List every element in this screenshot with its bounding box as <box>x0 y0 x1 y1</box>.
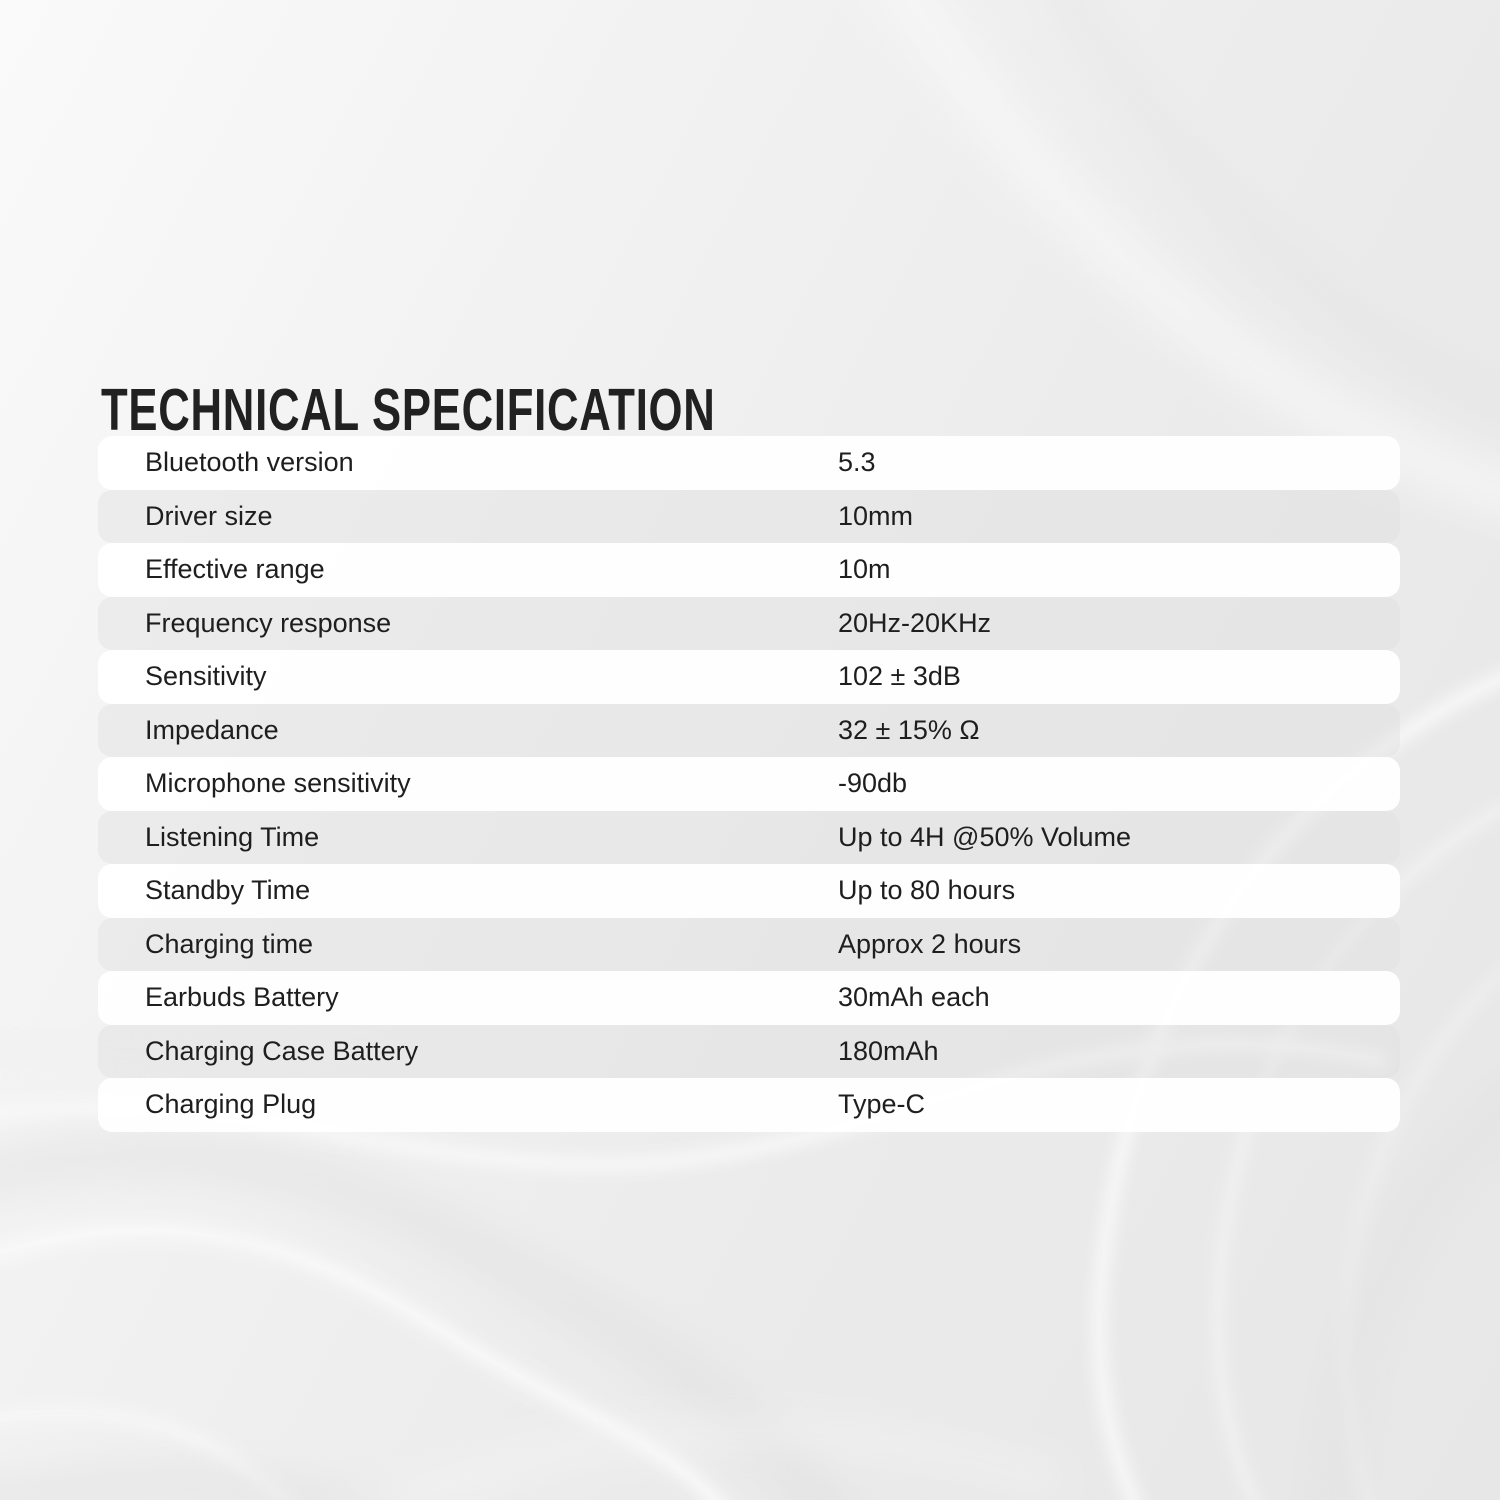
spec-label: Frequency response <box>145 607 392 638</box>
spec-label: Charging time <box>145 928 314 959</box>
spec-row: Driver size 10mm <box>98 489 1400 543</box>
spec-row: Impedance 32 ± 15% Ω <box>98 703 1400 757</box>
spec-label: Bluetooth version <box>145 447 354 478</box>
spec-label: Charging Case Battery <box>145 1035 419 1066</box>
spec-row: Effective range 10m <box>98 543 1400 597</box>
spec-label: Earbuds Battery <box>145 982 339 1013</box>
page-title: TECHNICAL SPECIFICATION <box>101 376 716 443</box>
spec-value: 180mAh <box>838 1035 939 1066</box>
spec-label: Sensitivity <box>145 661 267 692</box>
spec-row: Microphone sensitivity -90db <box>98 757 1400 811</box>
spec-value: -90db <box>838 768 908 799</box>
spec-label: Charging Plug <box>145 1089 317 1120</box>
spec-label: Standby Time <box>145 875 311 906</box>
spec-value: Up to 4H @50% Volume <box>838 821 1132 852</box>
spec-row: Charging time Approx 2 hours <box>98 917 1400 971</box>
spec-value: 30mAh each <box>838 982 990 1013</box>
spec-label: Microphone sensitivity <box>145 768 411 799</box>
spec-label: Effective range <box>145 554 325 585</box>
spec-value: 5.3 <box>838 447 876 478</box>
spec-row: Charging Case Battery 180mAh <box>98 1024 1400 1078</box>
spec-row: Earbuds Battery 30mAh each <box>98 971 1400 1025</box>
spec-row: Bluetooth version 5.3 <box>98 436 1400 490</box>
spec-label: Listening Time <box>145 821 320 852</box>
spec-value: 102 ± 3dB <box>838 661 961 692</box>
spec-label: Driver size <box>145 500 273 531</box>
spec-value: 20Hz-20KHz <box>838 607 992 638</box>
spec-value: Approx 2 hours <box>838 928 1022 959</box>
spec-row: Frequency response 20Hz-20KHz <box>98 596 1400 650</box>
spec-row: Listening Time Up to 4H @50% Volume <box>98 810 1400 864</box>
spec-row: Standby Time Up to 80 hours <box>98 864 1400 918</box>
spec-row: Sensitivity 102 ± 3dB <box>98 650 1400 704</box>
spec-value: 10m <box>838 554 891 585</box>
spec-value: Type-C <box>838 1089 926 1120</box>
spec-value: 10mm <box>838 500 914 531</box>
spec-label: Impedance <box>145 714 279 745</box>
spec-value: 32 ± 15% Ω <box>838 714 980 745</box>
spec-row: Charging Plug Type-C <box>98 1078 1400 1132</box>
spec-table: Bluetooth version 5.3 Driver size 10mm E… <box>98 436 1400 1132</box>
spec-value: Up to 80 hours <box>838 875 1016 906</box>
